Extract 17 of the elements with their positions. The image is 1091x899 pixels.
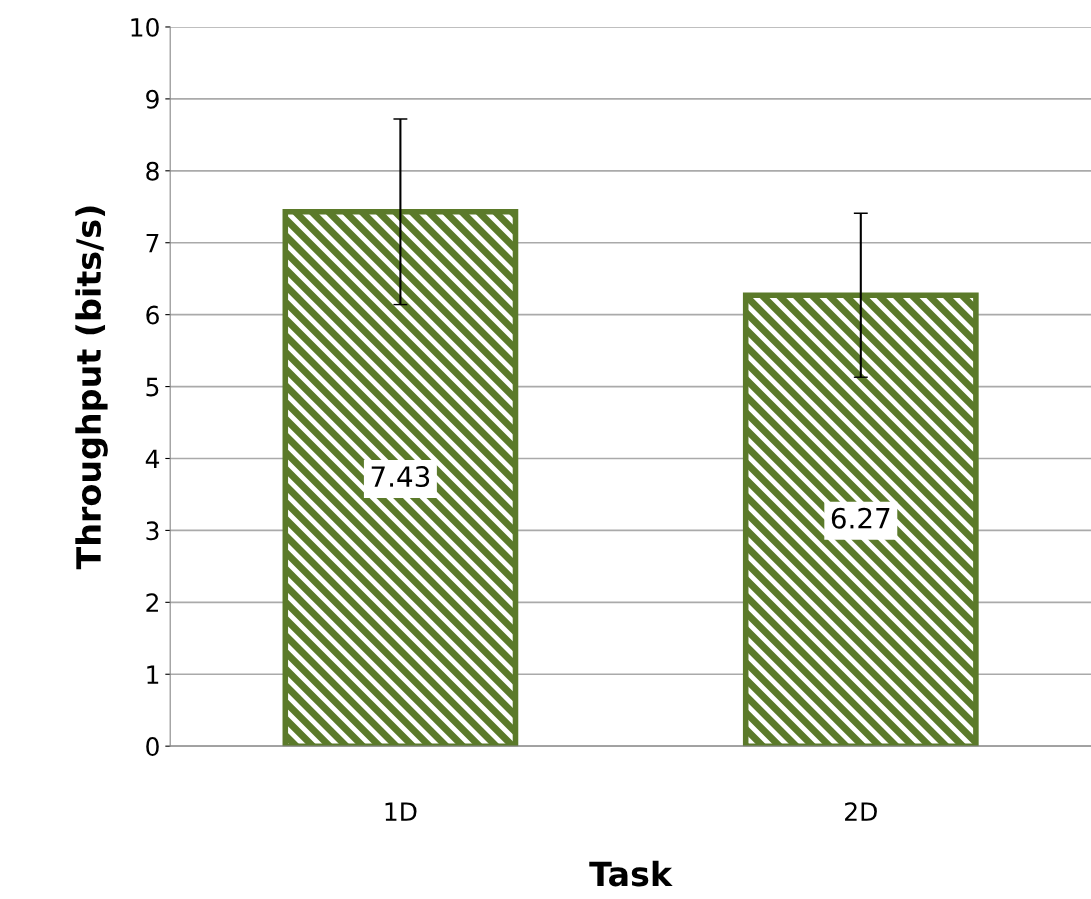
y-tick-label: 0	[146, 737, 159, 757]
x-axis-title: Task	[589, 860, 673, 887]
y-tick-label: 1	[147, 665, 159, 684]
y-axis-title: Throughput (bits/s)	[75, 206, 108, 570]
data-label: 7.43	[371, 466, 430, 488]
x-tick-label: 1D	[385, 802, 417, 821]
y-tick-label: 3	[146, 521, 159, 541]
x-tick-label: 2D	[845, 802, 877, 821]
data-label: 6.27	[831, 507, 890, 529]
y-tick-label: 5	[146, 377, 159, 397]
y-tick-label: 2	[146, 593, 158, 612]
y-tick-label: 10	[131, 17, 159, 37]
y-tick-label: 6	[146, 305, 159, 325]
y-tick-label: 9	[146, 89, 159, 109]
y-tick-label: 8	[146, 161, 159, 181]
y-tick-label: 7	[146, 234, 159, 253]
y-tick-label: 4	[145, 449, 160, 468]
